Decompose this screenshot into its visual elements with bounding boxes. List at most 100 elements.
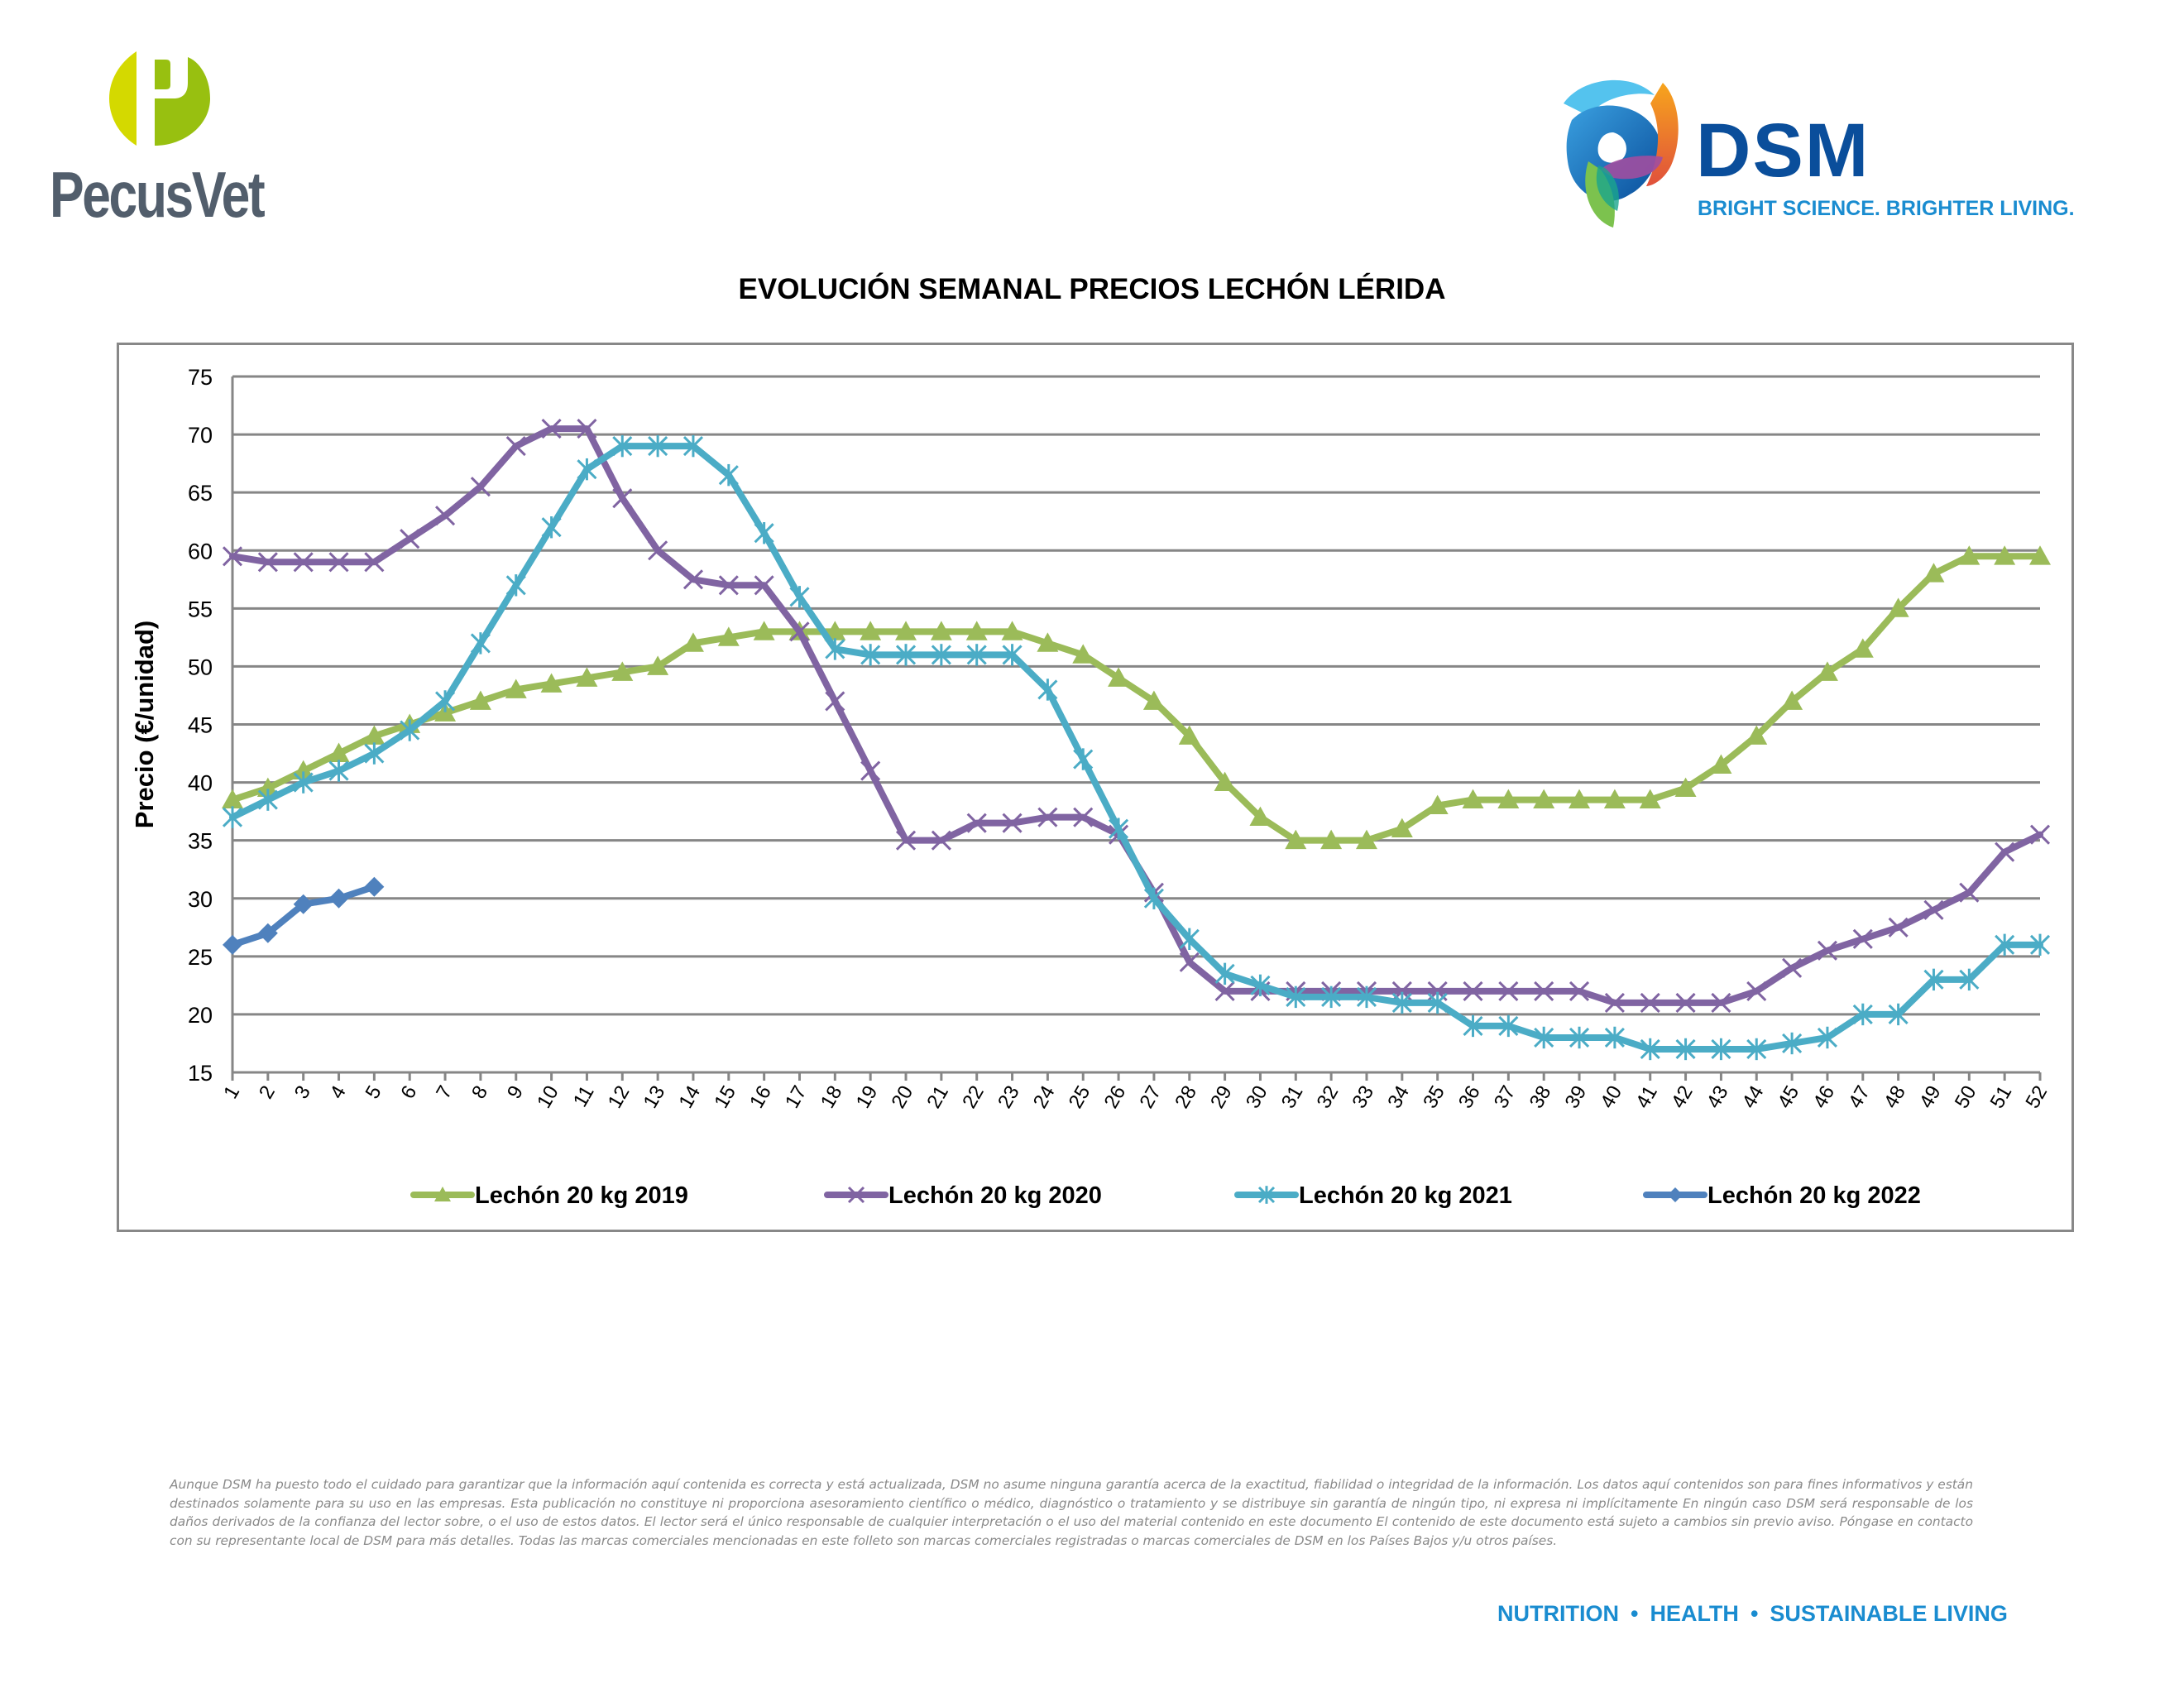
data-point	[1923, 899, 1944, 920]
x-tick-label: 49	[1915, 1082, 1946, 1113]
data-point	[1604, 992, 1625, 1013]
data-point	[648, 434, 668, 458]
x-tick-label: 25	[1065, 1082, 1095, 1113]
data-point	[364, 876, 385, 897]
data-point	[434, 506, 456, 526]
x-tick-label: 2	[255, 1082, 280, 1103]
data-point	[1179, 952, 1200, 972]
data-point	[363, 725, 386, 745]
x-tick-label: 44	[1738, 1082, 1769, 1113]
y-tick-label: 15	[188, 1061, 213, 1086]
data-point	[1108, 667, 1130, 687]
x-tick-label: 45	[1774, 1082, 1804, 1113]
legend-item: Lechón 20 kg 2020	[824, 1182, 1102, 1209]
data-point	[718, 463, 739, 487]
legend-label: Lechón 20 kg 2022	[1707, 1182, 1921, 1209]
data-point	[1675, 992, 1696, 1013]
star-marker	[1257, 1186, 1276, 1204]
data-point	[860, 621, 882, 640]
data-point	[682, 569, 704, 590]
data-point	[1426, 794, 1449, 815]
footer-item-sustainable-living: SUSTAINABLE LIVING	[1770, 1601, 2008, 1626]
data-point	[1746, 981, 1767, 1001]
data-point	[1569, 789, 1591, 809]
legend-label: Lechón 20 kg 2020	[888, 1182, 1102, 1209]
x-tick-label: 38	[1525, 1082, 1556, 1113]
x-tick-label: 31	[1277, 1082, 1308, 1113]
data-point	[2029, 933, 2051, 957]
data-point	[293, 771, 314, 794]
data-point	[1675, 1038, 1696, 1061]
data-point	[1037, 807, 1058, 827]
data-point	[1143, 887, 1164, 909]
data-point	[1498, 1014, 1519, 1038]
data-point	[1214, 981, 1235, 1001]
data-point	[293, 894, 314, 914]
data-point	[1923, 968, 1944, 991]
data-point	[541, 516, 562, 539]
data-point	[789, 586, 810, 608]
data-point	[1923, 563, 1945, 583]
y-tick-label: 40	[188, 771, 213, 796]
data-point	[1391, 818, 1413, 838]
x-tick-label: 17	[781, 1082, 812, 1113]
data-point	[1995, 842, 2015, 862]
x-tick-label: 40	[1596, 1082, 1626, 1113]
data-point	[505, 679, 527, 698]
data-point	[753, 621, 775, 640]
legend-item: Lechón 20 kg 2019	[410, 1182, 688, 1209]
data-point	[222, 789, 243, 809]
x-tick-label: 9	[503, 1082, 528, 1103]
data-point	[540, 673, 563, 693]
data-point	[966, 644, 987, 666]
data-point	[647, 655, 669, 675]
x-tick-label: 10	[533, 1082, 563, 1113]
footer-tagline: NUTRITION • HEALTH • SUSTAINABLE LIVING	[1497, 1601, 2008, 1627]
data-point	[965, 621, 988, 640]
data-point	[754, 522, 774, 544]
data-point	[577, 419, 597, 439]
chart-title: EVOLUCIÓN SEMANAL PRECIOS LECHÓN LÉRIDA	[738, 273, 1446, 305]
x-tick-label: 36	[1454, 1082, 1485, 1113]
legend-label: Lechón 20 kg 2021	[1299, 1182, 1512, 1209]
data-point	[1639, 789, 1661, 809]
data-point	[2029, 545, 2051, 565]
legend: Lechón 20 kg 2019 Lechón 20 kg 2020 Lechón…	[410, 1182, 1921, 1209]
x-tick-label: 27	[1135, 1082, 1166, 1113]
data-point	[400, 529, 420, 549]
data-point	[718, 575, 739, 596]
x-tick-label: 7	[432, 1082, 457, 1103]
data-point	[292, 760, 314, 779]
x-tick-label: 20	[887, 1082, 917, 1113]
data-point	[1320, 829, 1343, 850]
footer-separator: •	[1750, 1601, 1759, 1626]
data-point	[895, 830, 917, 851]
data-point	[860, 760, 881, 781]
series-line	[229, 443, 2043, 1053]
data-point	[930, 621, 952, 640]
x-tick-label: 19	[852, 1082, 883, 1113]
series-lech-n-20-kg-2020	[222, 419, 2051, 1013]
data-point	[1109, 818, 1129, 840]
chart-area	[117, 343, 2074, 1232]
data-point	[1002, 813, 1023, 833]
y-tick-label: 30	[188, 887, 213, 912]
x-tick-label: 26	[1100, 1082, 1131, 1113]
data-point	[469, 690, 491, 710]
data-point	[1037, 632, 1059, 652]
data-point	[328, 742, 350, 762]
data-point	[931, 644, 951, 666]
data-point	[825, 691, 845, 712]
x-tick-label: 39	[1561, 1082, 1592, 1113]
data-point	[1604, 1026, 1625, 1049]
footer-item-health: HEALTH	[1650, 1601, 1739, 1626]
x-tick-label: 5	[362, 1082, 386, 1103]
data-point	[1746, 725, 1768, 745]
data-point	[1674, 777, 1697, 797]
data-point	[222, 546, 243, 567]
series-lech-n-20-kg-2022	[223, 876, 385, 955]
data-point	[1285, 829, 1307, 850]
data-point	[860, 644, 881, 666]
data-point	[1711, 1038, 1731, 1061]
data-point	[1356, 985, 1377, 1009]
